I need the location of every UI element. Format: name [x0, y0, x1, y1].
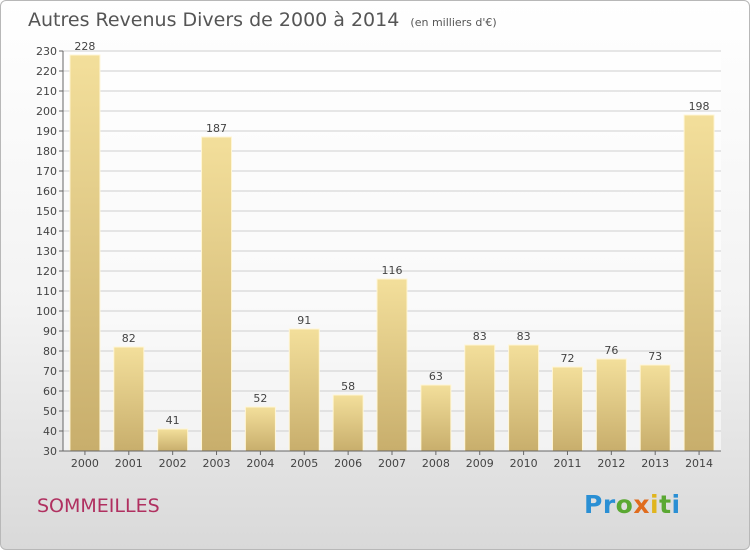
data-label: 116 — [382, 264, 403, 277]
x-tick-label: 2013 — [641, 457, 669, 470]
bar — [551, 366, 583, 452]
x-tick-label: 2011 — [553, 457, 581, 470]
x-tick-label: 2007 — [378, 457, 406, 470]
bar — [201, 136, 233, 452]
y-tick-label: 30 — [43, 445, 57, 458]
y-tick-label: 230 — [36, 45, 57, 58]
logo-letter: t — [659, 490, 672, 519]
x-tick-label: 2006 — [334, 457, 362, 470]
bar — [595, 358, 627, 452]
y-tick-label: 50 — [43, 405, 57, 418]
bar — [683, 114, 715, 452]
bar — [376, 278, 408, 452]
data-label: 58 — [341, 380, 355, 393]
data-label: 41 — [166, 414, 180, 427]
bar — [244, 406, 276, 452]
x-tick-label: 2014 — [685, 457, 713, 470]
y-tick-label: 170 — [36, 165, 57, 178]
y-tick-label: 130 — [36, 245, 57, 258]
chart-title: Autres Revenus Divers de 2000 à 2014 (en… — [28, 9, 497, 31]
data-label: 228 — [74, 40, 95, 53]
place-name: SOMMEILLES — [37, 495, 160, 517]
data-label: 83 — [517, 330, 531, 343]
y-tick-label: 220 — [36, 65, 57, 78]
x-tick-label: 2003 — [203, 457, 231, 470]
logo-letter: i — [671, 490, 681, 519]
logo-letter: P — [584, 490, 603, 519]
data-label: 52 — [253, 392, 267, 405]
y-tick-label: 110 — [36, 285, 57, 298]
x-tick-label: 2009 — [466, 457, 494, 470]
y-tick-label: 210 — [36, 85, 57, 98]
logo-letter: i — [650, 490, 660, 519]
y-tick-label: 70 — [43, 365, 57, 378]
bar — [69, 54, 101, 452]
bar — [113, 346, 145, 452]
y-tick-label: 200 — [36, 105, 57, 118]
data-label: 83 — [473, 330, 487, 343]
x-tick-label: 2000 — [71, 457, 99, 470]
data-label: 187 — [206, 122, 227, 135]
bar — [332, 394, 364, 452]
y-tick-label: 180 — [36, 145, 57, 158]
y-tick-label: 190 — [36, 125, 57, 138]
y-tick-label: 160 — [36, 185, 57, 198]
bar — [420, 384, 452, 452]
title-text: Autres Revenus Divers de 2000 à 2014 — [28, 9, 400, 31]
data-label: 72 — [560, 352, 574, 365]
x-tick-label: 2010 — [510, 457, 538, 470]
bar — [288, 328, 320, 452]
y-tick-label: 40 — [43, 425, 57, 438]
y-tick-label: 100 — [36, 305, 57, 318]
data-label: 82 — [122, 332, 136, 345]
y-tick-label: 140 — [36, 225, 57, 238]
logo-letter: o — [615, 490, 634, 519]
x-tick-label: 2012 — [597, 457, 625, 470]
data-label: 91 — [297, 314, 311, 327]
bar — [639, 364, 671, 452]
y-tick-label: 80 — [43, 345, 57, 358]
data-label: 76 — [604, 344, 618, 357]
bar — [157, 428, 189, 452]
y-tick-label: 150 — [36, 205, 57, 218]
x-tick-label: 2008 — [422, 457, 450, 470]
data-label: 198 — [689, 100, 710, 113]
y-tick-label: 60 — [43, 385, 57, 398]
data-label: 73 — [648, 350, 662, 363]
y-tick-label: 90 — [43, 325, 57, 338]
y-tick-label: 120 — [36, 265, 57, 278]
logo-letter: r — [602, 490, 616, 519]
data-label: 63 — [429, 370, 443, 383]
logo-letter: x — [633, 490, 650, 519]
bar — [464, 344, 496, 452]
x-tick-label: 2004 — [246, 457, 274, 470]
proxiti-logo: Proxiti — [584, 490, 681, 519]
x-tick-label: 2001 — [115, 457, 143, 470]
bar — [508, 344, 540, 452]
x-tick-label: 2002 — [159, 457, 187, 470]
x-tick-label: 2005 — [290, 457, 318, 470]
unit-note: (en milliers d'€) — [410, 16, 497, 29]
